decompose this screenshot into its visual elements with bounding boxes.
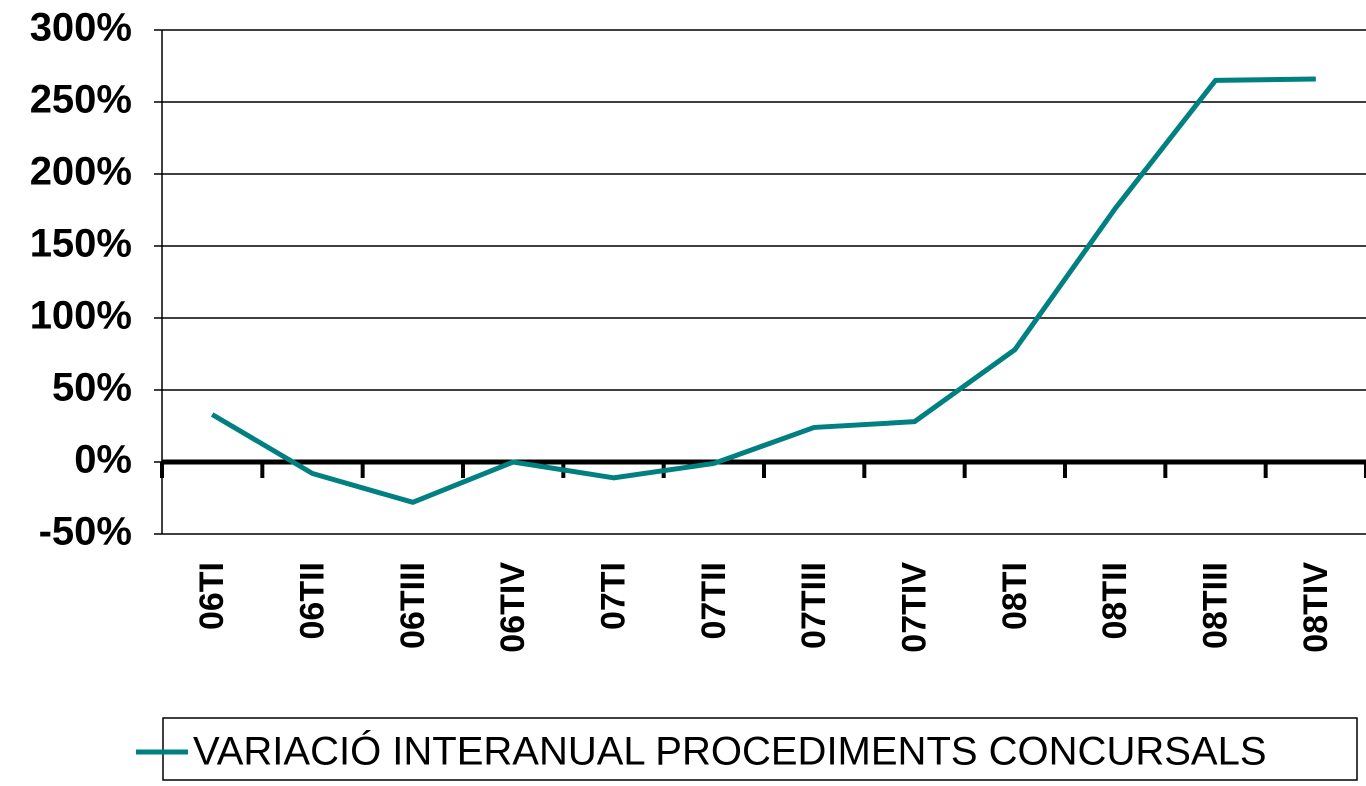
x-tick-label: 06TI (193, 562, 231, 630)
y-tick-label: 100% (30, 294, 132, 338)
y-tick-label: 150% (30, 222, 132, 266)
x-tick-label: 08TIV (1297, 562, 1335, 653)
y-tick-label: 0% (74, 438, 132, 482)
x-tick-label: 08TI (996, 562, 1034, 630)
y-tick-label: -50% (39, 510, 132, 554)
x-tick-label: 07TIII (795, 562, 833, 649)
y-tick-label: 200% (30, 150, 132, 194)
series-line (210, 76, 1316, 505)
x-tick-label: 07TIV (895, 562, 933, 653)
x-tick-label: 06TIII (394, 562, 432, 649)
y-tick-label: 50% (52, 366, 132, 410)
y-tick-label: 250% (30, 78, 132, 122)
legend-box (162, 717, 1358, 781)
x-tick-label: 07TII (695, 562, 733, 639)
y-tick-label: 300% (30, 6, 132, 50)
x-tick-label: 06TII (293, 562, 331, 639)
x-tick-label: 08TII (1096, 562, 1134, 639)
x-tick-label: 06TIV (494, 562, 532, 653)
x-tick-label: 07TI (594, 562, 632, 630)
x-tick-label: 08TIII (1196, 562, 1234, 649)
legend-label: VARIACIÓ INTERANUAL PROCEDIMENTS CONCURS… (193, 729, 1267, 774)
